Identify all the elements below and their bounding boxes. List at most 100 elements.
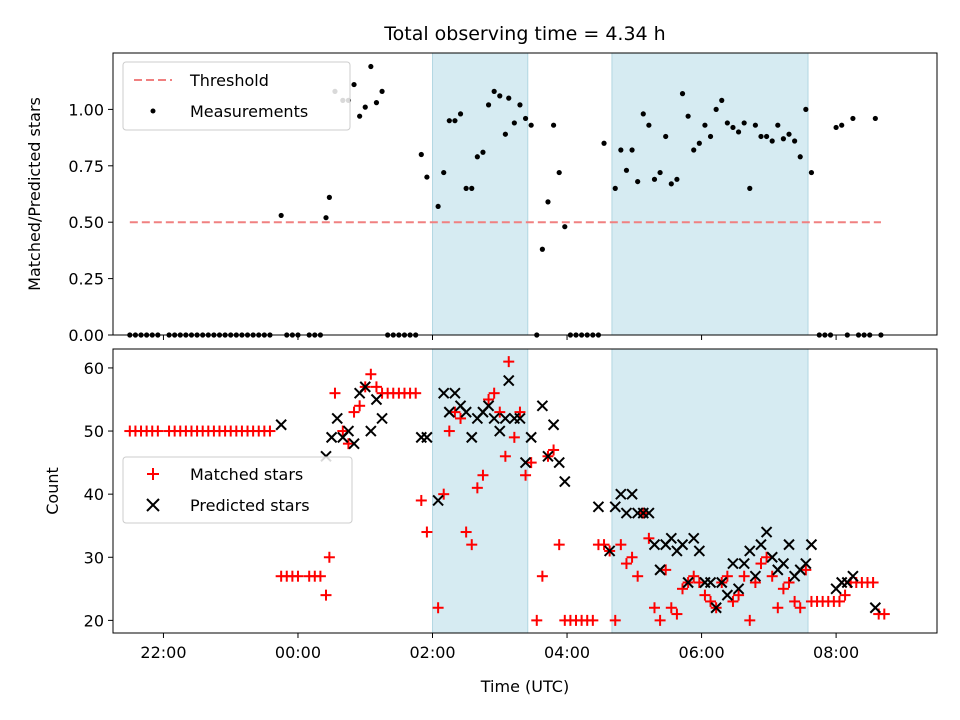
predicted-star-point bbox=[331, 412, 343, 425]
measurement-point bbox=[474, 154, 480, 160]
predicted-star-point bbox=[348, 437, 360, 450]
measurement-point bbox=[635, 178, 641, 185]
predicted-star-point bbox=[547, 419, 560, 431]
matched-star-point bbox=[365, 368, 377, 380]
measurement-point bbox=[562, 224, 568, 230]
matched-star-point bbox=[839, 589, 851, 601]
predicted-star-point bbox=[488, 412, 500, 425]
y-tick-label: 0.25 bbox=[68, 270, 104, 289]
matched-star-point bbox=[648, 602, 660, 614]
predicted-marker-b bbox=[716, 576, 728, 589]
predicted-star-point bbox=[682, 576, 694, 589]
matched-star-point bbox=[878, 608, 890, 620]
matched-star-point bbox=[660, 564, 672, 576]
measurement-point bbox=[457, 111, 464, 117]
measurement-point bbox=[517, 102, 523, 108]
predicted-star-point bbox=[432, 494, 444, 507]
predicted-marker-b bbox=[559, 475, 571, 488]
count-y-ticks: 20 30 40 50 60 bbox=[84, 359, 113, 630]
predicted-star-point bbox=[783, 538, 795, 551]
matched-star-point bbox=[508, 431, 520, 443]
x-tick-label: 08:00 bbox=[813, 643, 859, 662]
predicted-marker-b bbox=[800, 557, 812, 570]
matched-star-point bbox=[721, 570, 733, 582]
predicted-star-point bbox=[755, 538, 767, 551]
predicted-marker-b bbox=[592, 501, 605, 513]
predicted-star-point bbox=[559, 475, 571, 488]
predicted-star-point bbox=[359, 381, 371, 393]
predicted-marker-b bbox=[710, 602, 722, 614]
predicted-star-point bbox=[615, 488, 627, 500]
measurement-point bbox=[418, 151, 424, 158]
matched-star-points bbox=[124, 356, 890, 626]
count-y-label: Count bbox=[43, 467, 62, 515]
predicted-marker-b bbox=[688, 532, 700, 545]
predicted-star-points bbox=[275, 374, 882, 614]
count-panel-frame bbox=[112, 348, 938, 634]
matched-star-point bbox=[421, 526, 433, 538]
predicted-marker-b bbox=[783, 538, 795, 551]
measurement-point bbox=[629, 147, 635, 153]
predicted-marker-b bbox=[766, 551, 778, 563]
matched-star-point bbox=[438, 488, 450, 500]
measurement-point bbox=[803, 106, 809, 112]
predicted-star-point bbox=[592, 501, 605, 513]
measurements-legend-label: Measurements bbox=[190, 102, 308, 121]
predicted-star-point bbox=[536, 400, 549, 412]
matched-star-point bbox=[755, 558, 767, 570]
predicted-star-point bbox=[693, 545, 706, 557]
matched-star-point bbox=[342, 438, 354, 450]
matched-star-point bbox=[415, 494, 427, 506]
observing-band-1 bbox=[432, 52, 529, 336]
matched-star-point bbox=[354, 400, 366, 412]
predicted-marker-b bbox=[654, 564, 666, 576]
predicted-star-point bbox=[869, 602, 882, 614]
predicted-star-point bbox=[800, 557, 812, 570]
measurement-point bbox=[326, 194, 332, 200]
matched-star-point bbox=[320, 589, 332, 601]
ratio-legend-frame bbox=[122, 61, 351, 131]
matched-legend-swatch bbox=[147, 468, 159, 480]
matched-star-point bbox=[789, 595, 801, 607]
measurement-point bbox=[651, 176, 658, 182]
predicted-star-point bbox=[438, 387, 450, 399]
predicted-star-point bbox=[721, 589, 734, 601]
matched-star-point bbox=[671, 608, 683, 620]
predicted-star-point bbox=[466, 431, 478, 444]
predicted-marker-b bbox=[648, 538, 661, 551]
predicted-star-point bbox=[275, 419, 287, 431]
measurement-point bbox=[780, 136, 787, 142]
matched-star-point bbox=[460, 526, 472, 538]
predicted-marker-b bbox=[432, 494, 444, 507]
matched-star-point bbox=[520, 469, 532, 481]
predicted-marker-b bbox=[682, 576, 694, 589]
predicted-star-point bbox=[342, 425, 355, 437]
measurement-point bbox=[497, 93, 503, 99]
measurement-point bbox=[741, 120, 747, 126]
predicted-star-point bbox=[626, 488, 638, 500]
count-x-label: Time (UTC) bbox=[480, 677, 569, 696]
measurement-point bbox=[463, 185, 469, 191]
predicted-marker-b bbox=[805, 538, 818, 551]
predicted-legend-label: Predicted stars bbox=[190, 496, 310, 515]
y-tick-label: 1.00 bbox=[68, 100, 104, 119]
predicted-star-point bbox=[609, 501, 621, 513]
measurement-point bbox=[469, 185, 475, 191]
predicted-star-point bbox=[805, 538, 818, 551]
measurement-point bbox=[775, 122, 781, 128]
measurement-point bbox=[763, 133, 770, 140]
matched-star-point bbox=[615, 539, 627, 551]
predicted-marker-b bbox=[738, 557, 750, 570]
matched-star-point bbox=[677, 583, 689, 595]
predicted-star-point bbox=[749, 570, 762, 582]
predicted-marker-b bbox=[438, 387, 450, 399]
measurement-point bbox=[528, 122, 534, 128]
predicted-star-point bbox=[643, 507, 655, 519]
matched-star-point bbox=[525, 457, 537, 469]
matched-star-point bbox=[410, 387, 422, 399]
x-tick-label: 00:00 bbox=[275, 643, 321, 662]
matched-star-point bbox=[632, 570, 644, 582]
predicted-star-point bbox=[688, 532, 700, 545]
predicted-star-point bbox=[760, 526, 773, 538]
matched-star-point bbox=[323, 551, 335, 563]
